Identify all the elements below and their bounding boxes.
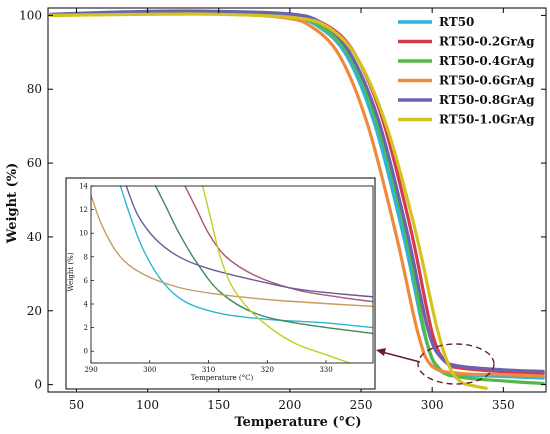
y-tick-label: 60 (27, 156, 42, 170)
y-tick-label: 80 (27, 82, 42, 96)
inset-y-tick-label: 6 (84, 277, 89, 285)
inset-y-tick-label: 2 (84, 324, 88, 332)
x-tick-label: 150 (207, 398, 230, 412)
inset-series-line-2 (154, 186, 373, 335)
inset-series-line-5 (201, 186, 350, 363)
inset-y-tick-label: 4 (84, 301, 89, 309)
inset-background (65, 177, 376, 390)
inset-series-line-3 (91, 195, 373, 308)
inset-y-axis-title: Weight (%) (67, 252, 75, 291)
inset-y-tick-label: 12 (79, 206, 88, 214)
inset-x-tick-label: 290 (84, 366, 97, 374)
x-tick-label: 100 (136, 398, 159, 412)
inset-y-tick-label: 0 (84, 348, 88, 356)
main-series-group (49, 9, 545, 390)
x-axis-title: Temperature (°C) (234, 415, 361, 430)
inset-x-tick-label: 320 (261, 366, 274, 374)
x-tick-label: 50 (69, 398, 84, 412)
inset-y-tick-label: 14 (79, 183, 88, 191)
inset-plot-frame (90, 185, 374, 364)
inset-x-axis-title: Temperature (°C) (191, 374, 254, 382)
y-tick-label: 40 (27, 230, 42, 244)
x-tick-label: 350 (492, 398, 515, 412)
legend-label: RT50-0.2GrAg (439, 35, 535, 49)
x-tick-label: 250 (350, 398, 373, 412)
inset-series-group (91, 186, 373, 363)
inset-x-tick-label: 310 (202, 366, 215, 374)
legend-label: RT50-1.0GrAg (439, 113, 535, 127)
y-tick-label: 0 (34, 378, 42, 392)
y-tick-label: 20 (27, 304, 42, 318)
y-axis-title: Weight (%) (5, 163, 20, 244)
legend: RT50 RT50-0.2GrAg RT50-0.4GrAg RT50-0.6GrAg… (398, 15, 535, 127)
legend-label: RT50 (439, 15, 474, 29)
x-tick-label: 300 (421, 398, 444, 412)
zoom-arrow-line (381, 351, 421, 363)
x-tick-label: 200 (278, 398, 301, 412)
zoom-arrow-head (376, 348, 386, 356)
legend-label: RT50-0.6GrAg (439, 74, 535, 88)
plot-frame (47, 7, 547, 393)
inset-series-line-4 (125, 186, 373, 298)
legend-label: RT50-0.8GrAg (439, 93, 535, 107)
y-tick-label: 100 (19, 8, 42, 22)
series-line-4 (49, 9, 545, 373)
inset-x-tick-label: 330 (319, 366, 332, 374)
inset-series-line-0 (119, 186, 373, 329)
zoom-region-ellipse (417, 343, 495, 385)
inset-y-tick-label: 8 (84, 253, 88, 261)
inset-x-tick-label: 300 (143, 366, 156, 374)
zoom-annotation (376, 343, 495, 385)
legend-label: RT50-0.4GrAg (439, 54, 535, 68)
inset-y-tick-label: 10 (79, 230, 88, 238)
inset-series-line-1 (184, 186, 373, 303)
series-line-5 (49, 12, 488, 390)
inset-axes: 290 300 310 320 330 0 2 4 6 8 10 12 14 (79, 183, 374, 374)
inset-chart: 290 300 310 320 330 0 2 4 6 8 10 12 14 Temperature (… (65, 177, 376, 390)
